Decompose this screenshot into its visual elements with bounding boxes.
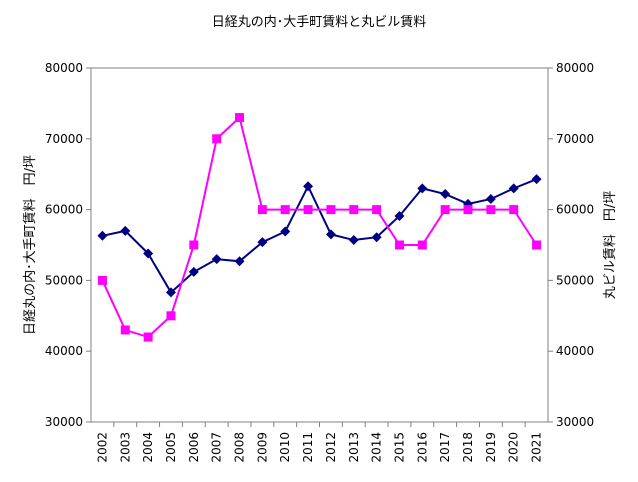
data-point-diamond: [120, 225, 131, 236]
data-point-diamond: [188, 266, 199, 277]
data-point-diamond: [348, 235, 359, 246]
x-tick-label: 2009: [255, 432, 269, 463]
data-point-square: [257, 205, 267, 215]
x-tick-label: 2017: [438, 432, 452, 463]
right-tick-label: 50000: [556, 273, 594, 287]
x-tick-label: 2008: [233, 432, 247, 463]
data-point-diamond: [531, 174, 542, 185]
left-tick-label: 70000: [45, 132, 83, 146]
data-point-square: [212, 134, 222, 144]
data-point-square: [120, 325, 130, 335]
data-point-square: [166, 311, 176, 321]
x-tick-label: 2012: [324, 432, 338, 463]
right-tick-label: 60000: [556, 203, 594, 217]
data-point-diamond: [440, 189, 451, 200]
x-tick-label: 2019: [484, 432, 498, 463]
x-tick-label: 2013: [347, 432, 361, 463]
left-y-axis: 30000 40000 50000 60000 70000 80000: [45, 61, 91, 429]
x-tick-label: 2011: [301, 432, 315, 463]
x-tick-label: 2005: [164, 432, 178, 463]
data-point-diamond: [303, 181, 314, 192]
left-tick-label: 50000: [45, 273, 83, 287]
data-point-square: [303, 205, 313, 215]
data-point-diamond: [165, 287, 176, 298]
x-tick-label: 2021: [530, 432, 544, 463]
data-point-diamond: [280, 226, 291, 237]
data-point-square: [417, 240, 427, 250]
data-point-square: [532, 240, 542, 250]
data-point-diamond: [371, 232, 382, 243]
chart-title: 日経丸の内･大手町賃料と丸ビル賃料: [212, 14, 427, 30]
left-tick-label: 80000: [45, 61, 83, 75]
data-point-square: [486, 205, 496, 215]
right-tick-label: 40000: [556, 344, 594, 358]
right-y-axis: 30000 40000 50000 60000 70000 80000: [548, 61, 594, 429]
data-point-square: [189, 240, 199, 250]
right-tick-label: 80000: [556, 61, 594, 75]
right-tick-label: 70000: [556, 132, 594, 146]
right-tick-label: 30000: [556, 415, 594, 429]
x-tick-label: 2014: [370, 432, 384, 463]
x-tick-label: 2010: [278, 432, 292, 463]
x-tick-label: 2003: [118, 432, 132, 463]
data-point-square: [372, 205, 382, 215]
data-point-square: [280, 205, 290, 215]
data-point-diamond: [257, 237, 268, 248]
data-point-diamond: [325, 229, 336, 240]
data-point-square: [326, 205, 336, 215]
plot-area: [90, 67, 549, 423]
data-point-diamond: [508, 183, 519, 194]
data-point-square: [349, 205, 359, 215]
x-tick-label: 2020: [507, 432, 521, 463]
x-tick-label: 2004: [141, 432, 155, 463]
x-tick-label: 2015: [392, 432, 406, 463]
series-layer: [97, 113, 542, 342]
x-tick-label: 2002: [95, 432, 109, 463]
y-axis-label-left: 日経丸の内･大手町賃料 円/坪: [22, 155, 38, 335]
data-point-diamond: [97, 230, 108, 241]
data-point-diamond: [143, 248, 154, 259]
data-point-square: [143, 332, 153, 342]
x-axis: 2002 2003 2004 2005 2006 2007 2008 2009 2010 2011…: [95, 422, 544, 463]
data-point-square: [463, 205, 473, 215]
data-point-square: [509, 205, 519, 215]
left-tick-label: 60000: [45, 203, 83, 217]
data-point-diamond: [417, 183, 428, 194]
data-point-square: [394, 240, 404, 250]
x-tick-label: 2016: [415, 432, 429, 463]
data-point-square: [440, 205, 450, 215]
left-tick-label: 30000: [45, 415, 83, 429]
x-tick-label: 2007: [210, 432, 224, 463]
x-tick-label: 2018: [461, 432, 475, 463]
data-point-diamond: [485, 193, 496, 204]
x-tick-label: 2006: [187, 432, 201, 463]
data-point-square: [97, 275, 107, 285]
data-point-diamond: [234, 256, 245, 267]
data-point-diamond: [394, 210, 405, 221]
left-tick-label: 40000: [45, 344, 83, 358]
data-point-square: [235, 113, 245, 123]
data-point-diamond: [211, 254, 222, 265]
y-axis-label-right: 丸ビル賃料 円/坪: [603, 191, 618, 299]
